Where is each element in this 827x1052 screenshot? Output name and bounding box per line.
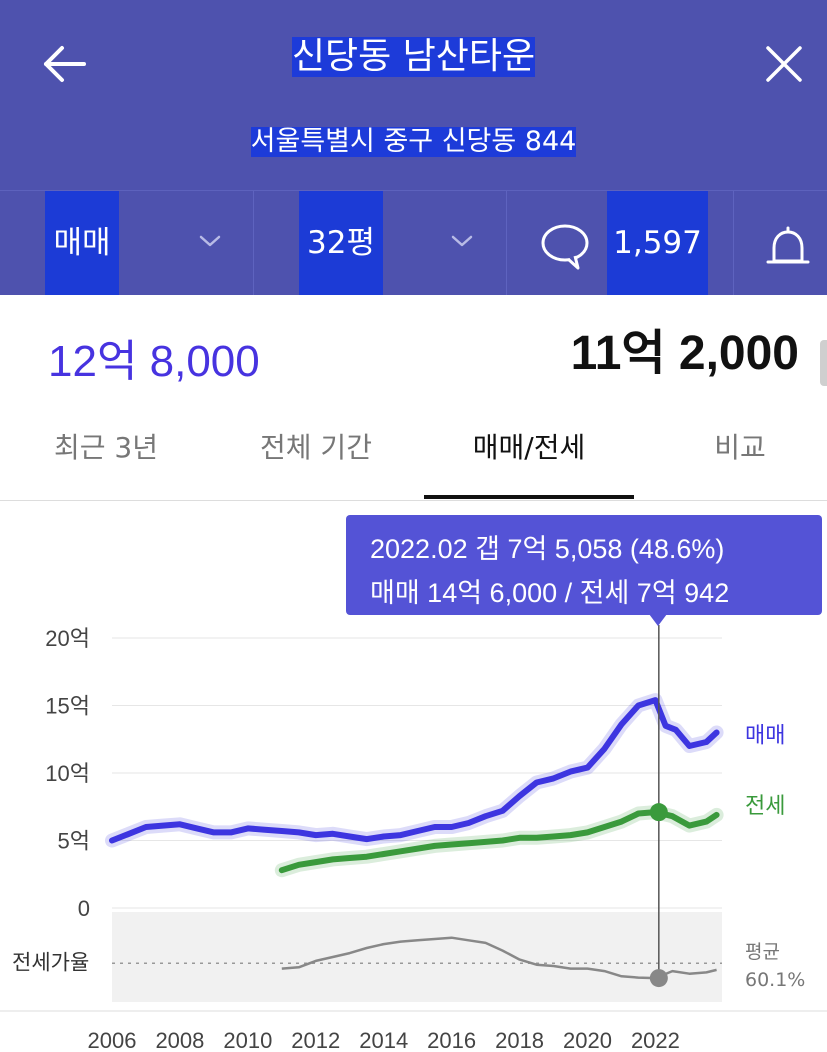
- y-tick-label: 0: [78, 896, 90, 921]
- filter-divider: [733, 191, 734, 295]
- ratio-panel-bg: [112, 912, 722, 1002]
- y-tick-label: 10억: [45, 761, 90, 786]
- x-tick-label: 2018: [495, 1028, 544, 1052]
- comment-count: 1,597: [607, 191, 708, 295]
- address-text: 서울특별시 중구 신당동 844: [250, 126, 577, 158]
- x-tick-label: 2008: [155, 1028, 204, 1052]
- close-icon[interactable]: [756, 36, 812, 92]
- y-tick-label: 5억: [58, 829, 90, 854]
- ratio-marker-dot: [649, 969, 668, 988]
- y-tick-label: 15억: [45, 694, 90, 719]
- x-tick-label: 2022: [631, 1028, 680, 1052]
- active-tab-indicator: [424, 495, 634, 499]
- series-line: [278, 809, 720, 874]
- x-tick-label: 2010: [223, 1028, 272, 1052]
- tooltip-arrow: [649, 614, 667, 626]
- tooltip-gap-line: 2022.02 갭 7억 5,058 (48.6%): [370, 534, 725, 564]
- comments-button[interactable]: 1,597: [507, 191, 733, 295]
- tab-sale-jeonse[interactable]: 매매/전세: [472, 431, 586, 464]
- scroll-handle[interactable]: [820, 340, 827, 386]
- size-dropdown[interactable]: 32평: [254, 191, 506, 295]
- ratio-average-value: 60.1%: [745, 969, 805, 991]
- address-line: 서울특별시 중구 신당동 844: [0, 126, 827, 158]
- series-label: 전세: [745, 794, 785, 819]
- back-arrow-icon[interactable]: [34, 38, 94, 90]
- page-title: 신당동 남산타운: [0, 36, 827, 78]
- current-price: 12억 8,000: [48, 337, 260, 386]
- size-value: 32평: [299, 191, 383, 295]
- x-tick-label: 2020: [563, 1028, 612, 1052]
- x-tick-label: 2014: [359, 1028, 408, 1052]
- series-label: 매매: [745, 724, 785, 749]
- filter-divider: [253, 191, 254, 295]
- chevron-down-icon: [199, 235, 221, 247]
- filter-divider: [506, 191, 507, 295]
- chevron-down-icon: [451, 235, 473, 247]
- x-tick-label: 2006: [88, 1028, 137, 1052]
- comment-bubble-icon: [541, 224, 589, 270]
- trade-type-dropdown[interactable]: 매매: [0, 191, 253, 295]
- tab-recent-3y[interactable]: 최근 3년: [54, 431, 158, 464]
- comparison-price: 11억 2,000: [570, 327, 799, 380]
- ratio-average-label: 평균: [745, 941, 780, 963]
- jeonse-marker-dot: [649, 803, 668, 822]
- ratio-label: 전세가율: [12, 950, 89, 974]
- tab-compare[interactable]: 비교: [714, 431, 766, 464]
- filter-bar: 매매 32평 1,597: [0, 190, 827, 295]
- trade-type-value: 매매: [45, 191, 119, 295]
- x-tick-label: 2016: [427, 1028, 476, 1052]
- y-tick-label: 20억: [45, 626, 90, 651]
- tab-all-period[interactable]: 전체 기간: [260, 431, 372, 464]
- tabs-divider: [0, 500, 827, 501]
- bell-icon[interactable]: [764, 226, 812, 272]
- series-line: [109, 697, 720, 844]
- ratio-line: [281, 936, 717, 980]
- chart-tooltip: 2022.02 갭 7억 5,058 (48.6%) 매매 14억 6,000 …: [346, 515, 822, 615]
- app-header: [0, 0, 827, 190]
- x-tick-label: 2012: [291, 1028, 340, 1052]
- tooltip-price-line: 매매 14억 6,000 / 전세 7억 942: [370, 578, 730, 608]
- page-title-text: 신당동 남산타운: [291, 36, 536, 78]
